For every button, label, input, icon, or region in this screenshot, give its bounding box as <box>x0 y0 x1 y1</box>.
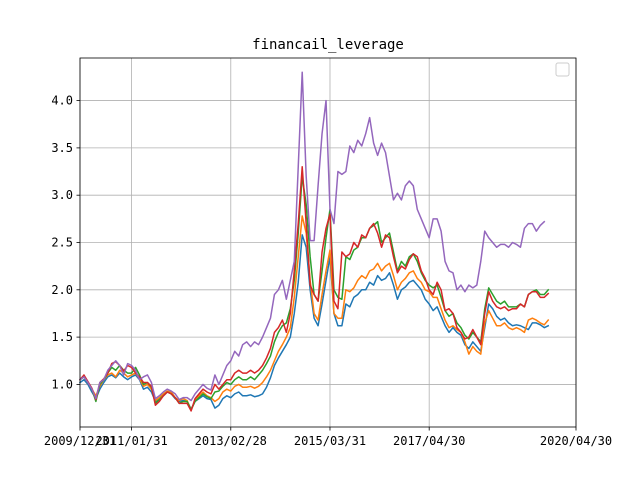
series-line-5 <box>78 71 546 402</box>
y-tick-label: 3.5 <box>51 141 73 155</box>
series-layer <box>78 71 550 412</box>
y-axis: 1.0 1.5 2.0 2.5 3.0 3.5 4.0 <box>51 94 80 391</box>
legend-box <box>555 62 570 77</box>
series-line-4 <box>78 166 550 412</box>
series-line-2 <box>78 215 550 411</box>
x-tick-label: 2020/04/30 <box>540 434 612 448</box>
x-tick-label: 2017/04/30 <box>393 434 465 448</box>
x-tick-label: 2015/03/31 <box>294 434 366 448</box>
x-tick-label: 2011/01/31 <box>95 434 167 448</box>
y-tick-label: 4.0 <box>51 94 73 108</box>
legend <box>555 62 570 77</box>
y-tick-label: 3.0 <box>51 188 73 202</box>
chart-title: financail_leverage <box>252 37 404 53</box>
y-tick-label: 2.5 <box>51 236 73 250</box>
x-tick-label: 2013/02/28 <box>195 434 267 448</box>
x-tick-label: 2009/12/31 <box>44 434 116 448</box>
y-tick-label: 2.0 <box>51 283 73 297</box>
y-tick-label: 1.5 <box>51 330 73 344</box>
y-tick-label: 1.0 <box>51 377 73 391</box>
